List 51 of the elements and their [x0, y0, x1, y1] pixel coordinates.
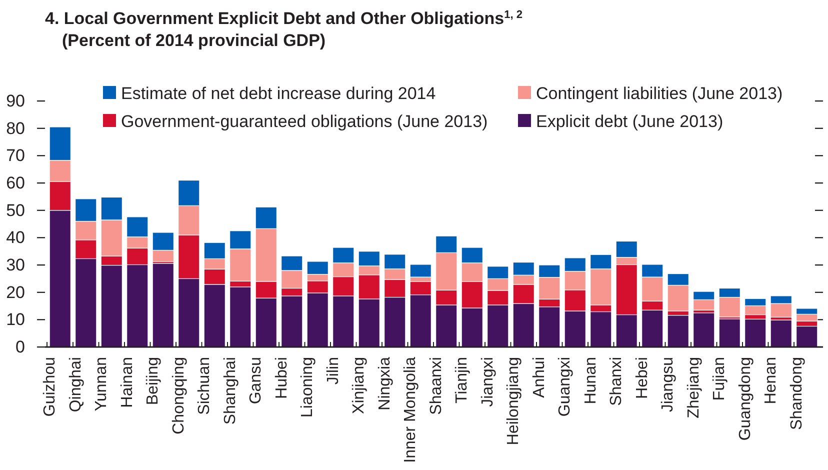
y-tick-label: 10	[6, 310, 25, 330]
x-tick-label: Chongqing	[170, 357, 188, 434]
x-tick-label: Hunan	[582, 357, 600, 404]
x-tick-label: Liaoning	[299, 357, 316, 418]
x-tick-label: Yunnan	[93, 357, 110, 412]
x-tick-label: Jilin	[324, 357, 342, 385]
legend-label: Explicit debt (June 2013)	[536, 112, 724, 131]
x-tick-label: Shanghai	[222, 357, 239, 425]
chart-title: 4. Local Government Explicit Debt and Other Obligations$^{1, 2}$	[45, 9, 523, 28]
x-tick-label: Guangdong	[736, 357, 754, 441]
y-tick-label: 30	[6, 255, 25, 274]
x-tick-label: Tianjin	[454, 357, 471, 404]
x-tick-label: Inner Mongolia	[402, 356, 420, 463]
x-tick-label: Jiangsu	[660, 357, 677, 412]
x-tick-label: Ningxia	[376, 356, 394, 410]
y-tick-label: 0	[16, 337, 25, 356]
x-tick-label: Sichuan	[196, 357, 214, 415]
bar	[796, 326, 818, 348]
x-tick-label: Guizhou	[42, 357, 59, 417]
legend-label: Government-guaranteed obligations (June 2013)	[121, 112, 488, 131]
x-tick-label: Hebei	[634, 357, 651, 399]
x-tick-label: Hainan	[118, 357, 136, 408]
legend-label: Contingent liabilities (June 2013)	[536, 84, 783, 103]
y-tick-label: 70	[6, 146, 25, 166]
x-tick-label: Gansu	[248, 357, 265, 404]
x-tick-label: Qinghai	[67, 357, 84, 412]
x-tick-label: Xinjiang	[350, 357, 368, 414]
y-tick-label: 50	[6, 200, 25, 220]
x-tick-label: Heilongjiang	[505, 357, 522, 446]
bar	[693, 312, 715, 348]
x-tick-label: Jiangxi	[479, 357, 496, 407]
x-tick-label: Shandong	[788, 357, 806, 430]
x-tick-label: Hubei	[273, 357, 290, 399]
chart-subtitle: (Percent of 2014 provincial GDP)	[62, 31, 326, 50]
y-tick-label: 90	[6, 91, 25, 110]
y-tick-label: 40	[6, 228, 25, 248]
x-tick-label: Shanxi	[608, 357, 626, 406]
y-tick-label: 60	[6, 173, 25, 192]
x-tick-label: Shaanxi	[428, 357, 445, 415]
x-tick-label: Henan	[762, 357, 780, 404]
bar	[744, 318, 766, 348]
x-tick-label: Fujian	[711, 357, 728, 401]
legend-label: Estimate of net debt increase during 2014	[121, 84, 436, 103]
x-tick-label: Anhui	[530, 357, 548, 398]
x-tick-label: Guangxi	[556, 357, 574, 417]
bar	[770, 320, 792, 348]
bar	[667, 314, 689, 348]
y-tick-label: 20	[6, 282, 25, 302]
x-tick-label: Zhejiang	[685, 357, 702, 418]
y-tick-label: 80	[6, 118, 25, 138]
x-tick-label: Beijing	[144, 357, 162, 406]
